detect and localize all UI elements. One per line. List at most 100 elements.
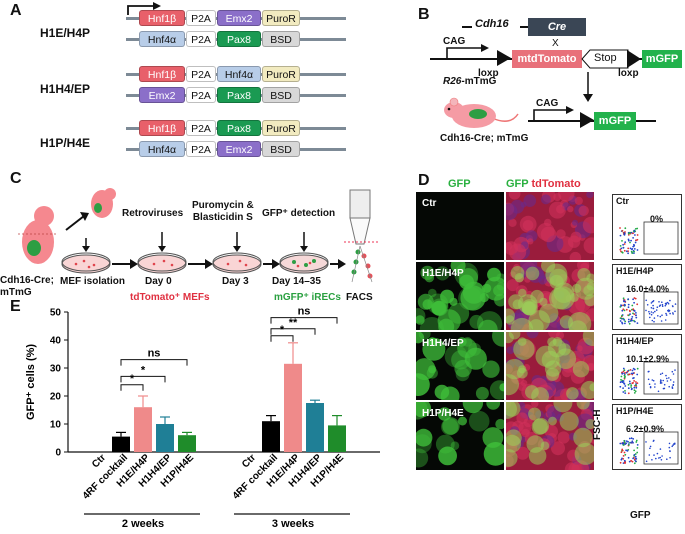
y-axis-title: GFP⁺ cells (%) xyxy=(25,344,37,420)
x-tick-label: Ctr xyxy=(90,452,108,470)
significance-label: ** xyxy=(289,317,298,329)
cre-box: Cre xyxy=(528,18,586,36)
embryo-large-icon xyxy=(18,206,58,264)
merge-image xyxy=(506,192,594,260)
construct-name: H1H4/EP xyxy=(40,82,91,96)
facs-tube-icon xyxy=(344,189,378,283)
gfp-image xyxy=(416,402,504,470)
gene-box: Hnf1β xyxy=(139,120,185,136)
mtdtomato-box: mtdTomato xyxy=(512,50,582,68)
gene-box: Hnf4α xyxy=(139,141,185,157)
significance-label: ns xyxy=(298,306,311,318)
petri-dish-1 xyxy=(61,252,111,274)
gene-box: BSD xyxy=(262,141,300,157)
embryo-small-icon xyxy=(91,188,116,218)
y-tick-label: 10 xyxy=(50,420,62,431)
facs-label: H1H4/EP xyxy=(616,336,654,346)
gene-box: PuroR xyxy=(262,120,300,136)
mgfp-irecs-label: mGFP⁺ iRECs xyxy=(274,292,341,303)
step-puromycin: Puromycin & Blasticidin S xyxy=(192,200,254,223)
facs-percent: 6.2±0.9% xyxy=(626,424,664,434)
step-gfp-detection: GFP⁺ detection xyxy=(262,208,336,219)
significance-label: * xyxy=(280,324,285,336)
bar xyxy=(328,425,346,452)
row-label: H1E/H4P xyxy=(422,268,464,279)
gene-box: P2A xyxy=(186,10,216,26)
gene-box: PuroR xyxy=(262,10,300,26)
cag-promoter-2 xyxy=(533,106,594,128)
gene-box: P2A xyxy=(186,31,216,47)
mouse-genotype-label: Cdh16-Cre; mTmG xyxy=(440,133,529,144)
merge-image xyxy=(506,332,594,400)
mouse-genotype-label-c: Cdh16-Cre; mTmG xyxy=(0,275,54,298)
facs-plot xyxy=(612,404,682,470)
loxp-label-1: loxp xyxy=(478,68,499,79)
cag-label-1: CAG xyxy=(443,36,466,47)
bar xyxy=(306,403,324,452)
col-merge-label: GFP tdTomato xyxy=(506,178,581,190)
step-mef-isolation: MEF isolation xyxy=(60,276,125,287)
gene-box: P2A xyxy=(186,120,216,136)
gene-box: P2A xyxy=(186,87,216,103)
row-label: H1H4/EP xyxy=(422,338,464,349)
y-tick-label: 30 xyxy=(50,364,62,375)
panel-label-c: C xyxy=(10,170,22,187)
gene-box: P2A xyxy=(186,141,216,157)
gene-box: Emx2 xyxy=(139,87,185,103)
petri-dish-2 xyxy=(137,252,187,274)
y-tick-label: 20 xyxy=(50,392,62,403)
label-day14: Day 14–35 xyxy=(272,276,321,287)
gene-box: BSD xyxy=(262,31,300,47)
bar xyxy=(284,363,302,452)
loxp-label-2: loxp xyxy=(618,68,639,79)
cross-x: X xyxy=(552,38,559,49)
gene-box: Emx2 xyxy=(217,10,261,26)
step-retroviruses: Retroviruses xyxy=(122,208,184,219)
group-label: 2 weeks xyxy=(122,518,164,530)
gene-box: Hnf4α xyxy=(217,66,261,82)
merge-image xyxy=(506,262,594,330)
facs-percent: 0% xyxy=(650,214,664,224)
gene-box: P2A xyxy=(186,66,216,82)
gene-box: BSD xyxy=(262,87,300,103)
y-tick-label: 50 xyxy=(50,308,62,319)
mgfp-box-2: mGFP xyxy=(594,112,636,130)
significance-bracket xyxy=(120,384,144,391)
panel-label-a: A xyxy=(10,2,22,19)
r26-label: R26-mTmG xyxy=(443,76,497,87)
row-label: Ctr xyxy=(422,198,437,209)
bar xyxy=(178,435,196,452)
facs-xaxis-label: GFP xyxy=(630,510,651,521)
bar xyxy=(156,424,174,452)
gene-box: Hnf4α xyxy=(139,31,185,47)
row-label: H1P/H4E xyxy=(422,408,464,419)
bar xyxy=(112,436,130,452)
cag-promoter-1 xyxy=(446,44,511,66)
panel-label-e: E xyxy=(10,298,21,315)
col-gfp-label: GFP xyxy=(448,178,471,190)
facs-label: FACS xyxy=(346,292,373,303)
arrow-down-icon xyxy=(583,72,593,102)
stop-label: Stop xyxy=(594,52,617,64)
group-label: 3 weeks xyxy=(272,518,314,530)
mouse-icon xyxy=(444,97,519,128)
cag-label-2: CAG xyxy=(536,98,559,109)
merge-image xyxy=(506,402,594,470)
significance-bracket xyxy=(270,317,338,324)
gfp-image xyxy=(416,192,504,260)
facs-plot xyxy=(612,194,682,260)
gene-box: Hnf1β xyxy=(139,66,185,82)
gene-box: Pax8 xyxy=(217,87,261,103)
gene-box: Pax8 xyxy=(217,120,261,136)
gene-box: Pax8 xyxy=(217,31,261,47)
gene-box: PuroR xyxy=(262,66,300,82)
facs-percent: 10.1±2.9% xyxy=(626,354,669,364)
workflow-graphic xyxy=(18,188,378,283)
panel-label-d: D xyxy=(418,172,430,189)
facs-yaxis-label: FSC-H xyxy=(592,409,603,440)
bar xyxy=(134,407,152,452)
promoter-arrow-icon xyxy=(127,2,161,15)
significance-label: * xyxy=(141,364,146,376)
loxp-triangle-2 xyxy=(627,50,641,68)
